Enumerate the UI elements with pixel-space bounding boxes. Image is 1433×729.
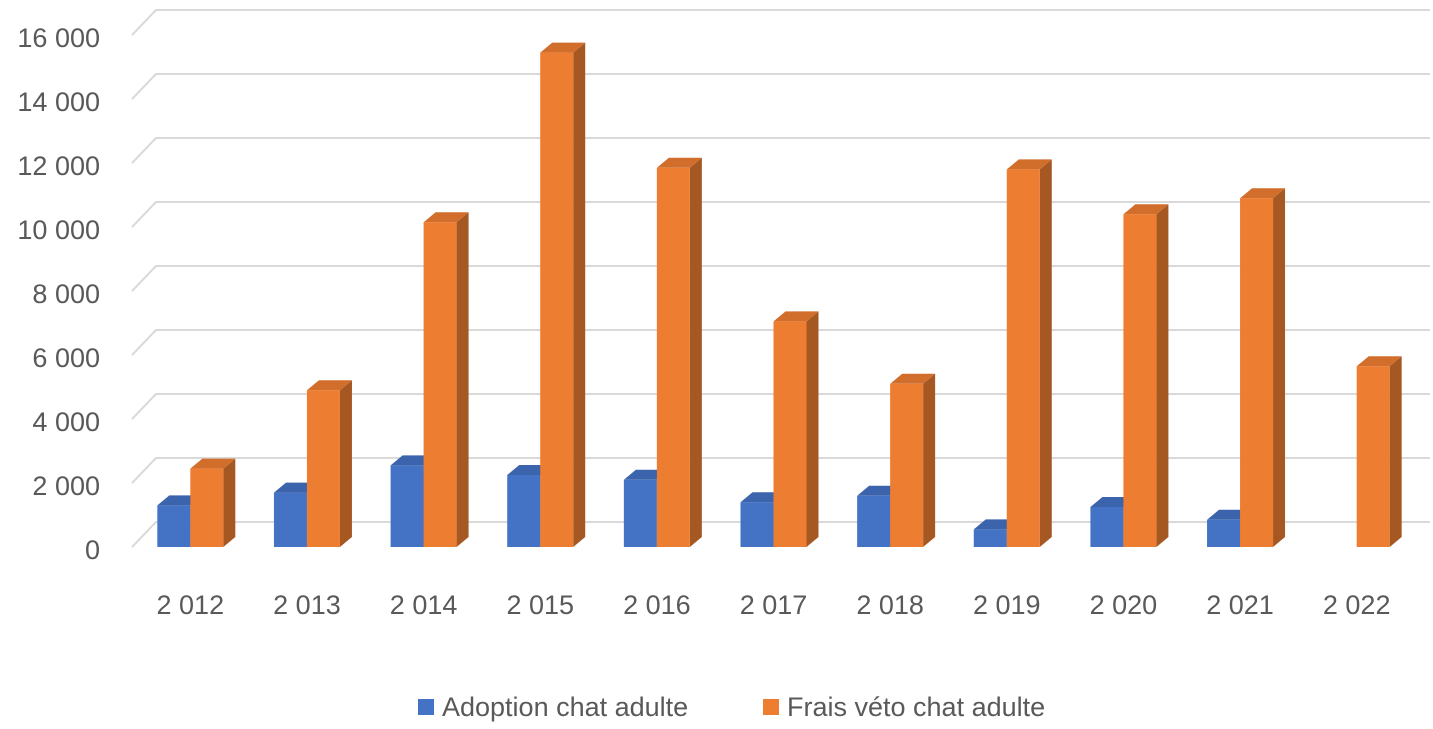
- y-tick-label: 14 000: [17, 87, 100, 117]
- x-tick-label: 2 022: [1323, 590, 1391, 620]
- grid-line: [131, 265, 1430, 292]
- bar: [973, 529, 1007, 547]
- bar-side: [923, 373, 936, 547]
- grid-line: [131, 73, 1430, 100]
- bar: [740, 502, 774, 547]
- legend-label: Frais véto chat adulte: [787, 692, 1045, 722]
- y-tick-label: 0: [85, 535, 100, 565]
- grid-line: [131, 329, 1430, 356]
- x-tick-label: 2 012: [157, 590, 225, 620]
- x-tick-label: 2 013: [273, 590, 341, 620]
- bar: [1006, 169, 1040, 547]
- y-tick-label: 4 000: [32, 407, 100, 437]
- y-tick-label: 8 000: [32, 279, 100, 309]
- bar: [507, 475, 541, 547]
- bar: [273, 492, 307, 547]
- y-tick-label: 16 000: [17, 23, 100, 53]
- bar-top: [306, 380, 352, 391]
- x-tick-label: 2 014: [390, 590, 458, 620]
- bar-top: [890, 373, 936, 384]
- y-tick-label: 12 000: [17, 151, 100, 181]
- bar-side: [1039, 159, 1052, 547]
- x-tick-label: 2 021: [1206, 590, 1274, 620]
- bar-top: [1240, 188, 1286, 199]
- grid-line: [131, 201, 1430, 228]
- bar: [1207, 519, 1241, 547]
- bar-top: [1356, 356, 1402, 367]
- bar: [890, 383, 924, 547]
- bar: [540, 52, 574, 547]
- bar-side: [456, 212, 469, 547]
- bar: [423, 222, 457, 547]
- bar: [623, 479, 657, 547]
- bar-top: [423, 212, 469, 223]
- bar: [1123, 214, 1157, 547]
- legend-swatch: [763, 699, 779, 715]
- bar-side: [1389, 356, 1402, 547]
- x-tick-label: 2 015: [506, 590, 574, 620]
- x-tick-label: 2 017: [740, 590, 808, 620]
- bar: [190, 468, 224, 547]
- y-tick-label: 6 000: [32, 343, 100, 373]
- grid-line: [131, 393, 1430, 420]
- bar-top: [1123, 204, 1169, 215]
- y-tick-label: 10 000: [17, 215, 100, 245]
- grid-line: [131, 9, 1430, 36]
- bar-side: [573, 42, 586, 547]
- bar-side: [339, 380, 352, 547]
- bar-top: [190, 458, 236, 469]
- bar: [773, 321, 807, 547]
- bar-side: [1156, 204, 1169, 547]
- y-tick-label: 2 000: [32, 471, 100, 501]
- bar-side: [1273, 188, 1286, 547]
- bar-top: [540, 42, 586, 53]
- x-tick-label: 2 016: [623, 590, 691, 620]
- bar: [1356, 366, 1390, 547]
- legend-label: Adoption chat adulte: [442, 692, 688, 722]
- x-tick-label: 2 019: [973, 590, 1041, 620]
- bar-top: [1006, 159, 1052, 170]
- bar-side: [223, 458, 236, 547]
- bar: [157, 505, 191, 547]
- bar: [306, 390, 340, 547]
- bar-top: [656, 157, 702, 168]
- x-tick-label: 2 020: [1090, 590, 1158, 620]
- grid-line: [131, 137, 1430, 164]
- bar-top: [773, 311, 819, 322]
- legend-swatch: [418, 699, 434, 715]
- bar: [857, 495, 891, 547]
- bar-side: [689, 157, 702, 548]
- x-tick-label: 2 018: [856, 590, 924, 620]
- grid-line: [131, 457, 1430, 484]
- bar-side: [806, 311, 819, 547]
- bar: [1090, 507, 1124, 547]
- bar: [656, 167, 690, 548]
- bar: [390, 465, 424, 547]
- bar: [1240, 198, 1274, 547]
